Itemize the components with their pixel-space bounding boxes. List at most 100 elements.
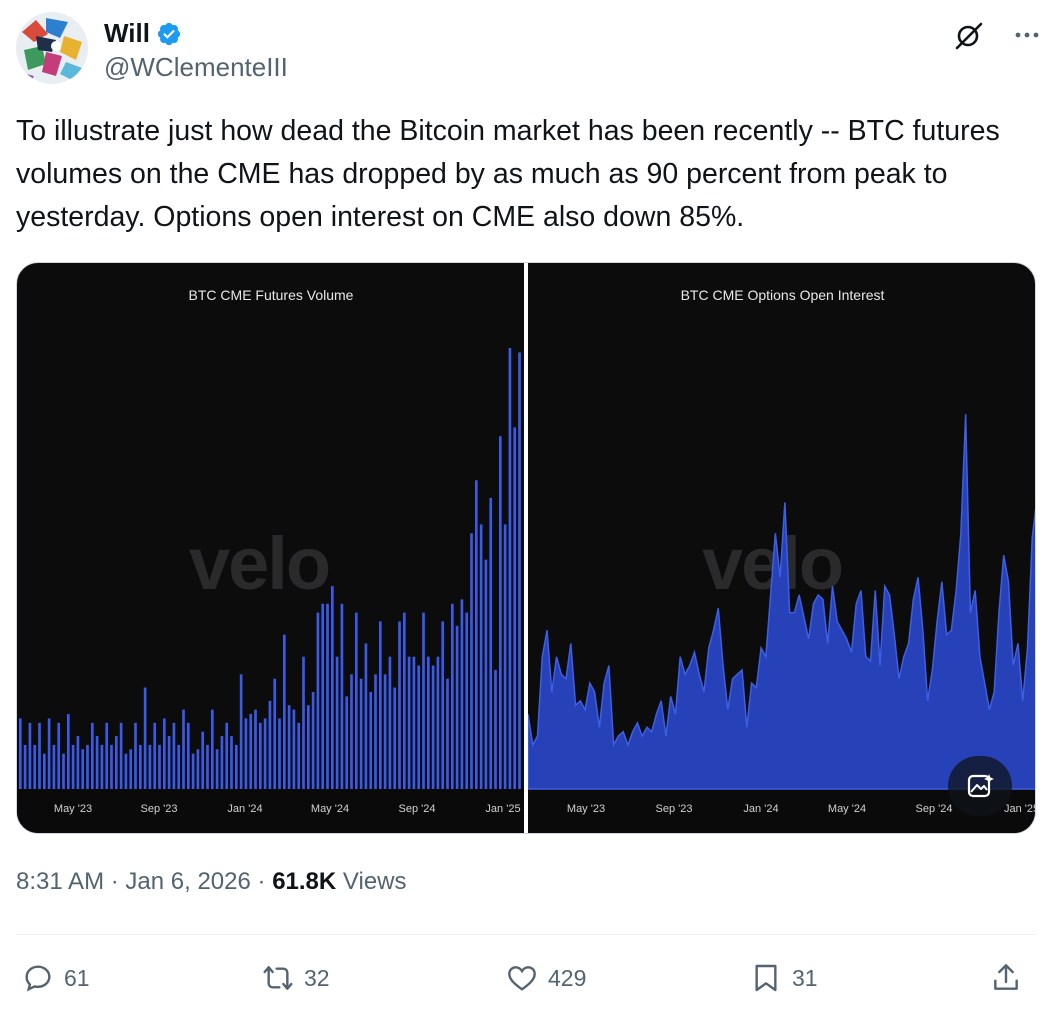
volume-bar (172, 722, 176, 789)
volume-bar (43, 753, 46, 789)
volume-bar (163, 718, 166, 789)
volume-bar (369, 691, 373, 789)
volume-bar (379, 621, 382, 789)
volume-bar (206, 744, 209, 789)
volume-bar (446, 678, 449, 789)
options-oi-plot (528, 414, 1035, 833)
volume-bar (292, 709, 296, 789)
volume-bar (427, 656, 430, 789)
futures-volume-plot (17, 348, 525, 833)
volume-bar (158, 744, 161, 789)
x-axis-band (17, 789, 525, 833)
volume-bar (345, 696, 349, 789)
image-sparkle-icon (967, 774, 994, 798)
volume-bar (393, 687, 397, 789)
x-tick: Jan '25 (1004, 803, 1036, 815)
volume-bar (19, 718, 22, 789)
volume-bar (455, 625, 459, 789)
volume-bar (451, 603, 454, 789)
tweet-meta: 8:31 AM · Jan 6, 2026 · 61.8K Views (16, 868, 407, 896)
volume-bar (259, 722, 262, 789)
reply-button[interactable]: 61 (22, 956, 90, 1000)
grok-icon[interactable] (952, 18, 986, 52)
volume-bar (475, 480, 478, 789)
volume-bar (513, 427, 517, 789)
volume-bar (105, 722, 109, 789)
tweet-date[interactable]: Jan 6, 2026 (125, 868, 251, 895)
volume-bar (350, 674, 353, 789)
volume-bar (283, 634, 286, 789)
more-icon[interactable] (1010, 18, 1044, 52)
volume-bar (278, 718, 281, 789)
like-button[interactable]: 429 (506, 956, 586, 1000)
volume-bar (268, 700, 272, 789)
volume-bar (47, 718, 51, 789)
volume-bar (335, 656, 339, 789)
tweet-header: Will @WClementeIII (16, 12, 1044, 88)
volume-bar (28, 722, 32, 789)
x-tick: Jan '25 (485, 803, 521, 815)
options-oi-chart: velo BTC CME Options Open Interest May '… (528, 263, 1036, 833)
volume-bar (460, 599, 464, 789)
volume-bar (340, 603, 344, 789)
repost-count: 32 (304, 964, 330, 991)
volume-bar (518, 352, 521, 789)
volume-bar (76, 736, 80, 789)
display-name[interactable]: Will (104, 18, 150, 48)
volume-bar (119, 722, 123, 789)
volume-bar (71, 744, 75, 789)
chart-title: BTC CME Futures Volume (188, 287, 354, 303)
volume-bar (499, 436, 502, 789)
volume-bar (91, 722, 94, 789)
image-sparkle-button[interactable] (948, 756, 1012, 816)
volume-bar (38, 722, 41, 789)
volume-bar (302, 656, 305, 789)
volume-bar (81, 749, 85, 789)
action-bar: 61 32 429 31 (16, 956, 1046, 1000)
x-tick: Jan '24 (227, 803, 263, 815)
verified-badge-icon (157, 22, 181, 45)
volume-bar (503, 524, 507, 789)
reply-icon (25, 965, 51, 992)
volume-bar (422, 612, 425, 789)
heart-icon (508, 966, 536, 991)
volume-bar (187, 722, 190, 789)
media-image[interactable]: velo BTC CME Futures Volume May '23 Sep … (16, 262, 1036, 834)
bookmark-count: 31 (792, 964, 818, 991)
volume-bar (388, 656, 392, 789)
volume-bar (148, 744, 152, 789)
avatar[interactable] (16, 12, 88, 84)
volume-bar (182, 709, 185, 789)
x-tick: May '23 (566, 803, 606, 815)
handle[interactable]: @WClementeIII (104, 52, 288, 82)
volume-bar (124, 753, 128, 789)
bookmark-icon (755, 964, 777, 992)
volume-bar (273, 678, 277, 789)
volume-bar (235, 744, 238, 789)
chart-divider (524, 263, 528, 833)
volume-bar (129, 749, 133, 789)
volume-bar (239, 674, 243, 789)
bookmark-button[interactable]: 31 (750, 956, 818, 1000)
volume-bar (494, 669, 497, 789)
volume-bar (177, 744, 181, 789)
volume-bar (110, 744, 113, 789)
volume-bar (417, 665, 421, 789)
tweet-time[interactable]: 8:31 AM (16, 868, 105, 895)
volume-bar (359, 678, 363, 789)
volume-bar (465, 612, 469, 789)
share-button[interactable] (990, 956, 1022, 1000)
volume-bar (191, 753, 195, 789)
volume-bar (100, 744, 104, 789)
repost-button[interactable]: 32 (262, 956, 330, 1000)
open-interest-area (528, 414, 1035, 790)
volume-bar (57, 722, 61, 789)
watermark: velo (189, 522, 331, 605)
volume-bar (307, 705, 310, 789)
x-tick: May '23 (53, 803, 93, 815)
meta-separator: · (110, 868, 126, 895)
volume-bar (201, 731, 205, 789)
views-count: 61.8K (272, 868, 337, 895)
volume-bar (355, 612, 358, 789)
volume-bar (508, 348, 512, 789)
